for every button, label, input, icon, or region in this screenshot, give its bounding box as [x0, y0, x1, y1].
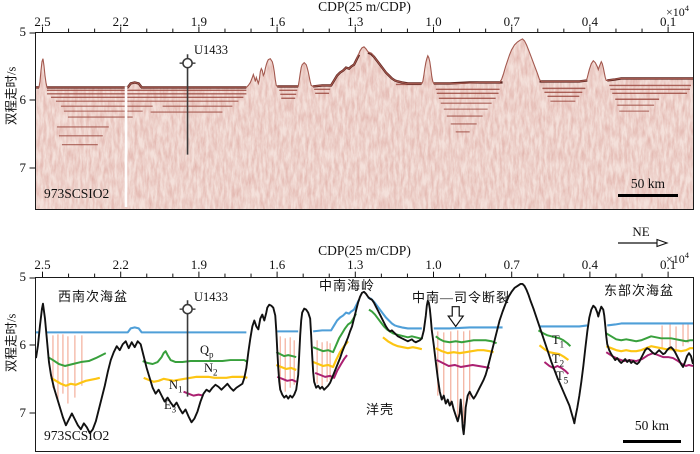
- well-label-top: U1433: [194, 43, 229, 57]
- x-tick-marks-top: [42, 26, 669, 32]
- line-name-label-bottom: 973SCSIO2: [44, 428, 110, 443]
- horizon-t5: [543, 361, 570, 375]
- direction-label: NE: [632, 224, 650, 239]
- interpretation-panel: 西南次海盆 中南海岭 中南—司令断裂 东部次海盆 洋壳 Qp N2 N1 E3 …: [35, 277, 694, 452]
- horizon-t1: [537, 329, 572, 347]
- scale-bar-label-top: 50 km: [630, 176, 666, 191]
- horizon-t5: [314, 354, 348, 379]
- y-tick-marks-bottom: [29, 277, 35, 414]
- x-tick-label: 2.2: [112, 14, 129, 29]
- label-southwest-subbasin: 西南次海盆: [58, 289, 129, 304]
- seafloor-line: [607, 322, 693, 327]
- y-axis-label-bottom: 双程走时/s: [4, 313, 19, 372]
- y-tick-label: 5: [19, 24, 27, 39]
- data-gap-stripe: [124, 86, 128, 208]
- well-symbol-icon: [182, 303, 193, 315]
- line-name-label-top: 973SCSIO2: [44, 186, 110, 201]
- x-tick-label: 1.3: [347, 14, 364, 29]
- horizon-t5: [436, 359, 490, 369]
- x-tick-label: 0.1: [659, 257, 677, 272]
- horizon-t1: [605, 332, 693, 343]
- scale-bar-label-bottom: 50 km: [634, 418, 670, 433]
- x-tick-label: 0.4: [581, 14, 599, 29]
- label-t5: T5: [556, 369, 569, 386]
- x-tick-label: 0.7: [503, 14, 520, 29]
- y-tick-label: 7: [19, 405, 27, 420]
- horizon-t2: [50, 376, 101, 387]
- x-tick-label: 1.0: [425, 257, 442, 272]
- horizon-t1: [275, 351, 297, 359]
- horizon-t1: [435, 335, 497, 345]
- y-tick-marks-top: [29, 32, 35, 169]
- relief-outline: [36, 38, 693, 88]
- horizon-t2: [143, 375, 248, 383]
- x-tick-label: 2.2: [112, 257, 129, 272]
- x-axis-title-bottom: CDP(25 m/CDP): [318, 243, 411, 258]
- x-tick-label: 1.6: [268, 14, 286, 29]
- horizon-t2: [435, 347, 494, 355]
- x-tick-label: 1.9: [190, 257, 208, 272]
- horizon-t2: [382, 336, 423, 351]
- label-qp: Qp: [200, 343, 214, 360]
- axis-multiplier-bottom: ×104: [666, 250, 690, 266]
- fault-pointer-arrow-icon: [447, 306, 465, 328]
- label-n1: N1: [169, 378, 183, 395]
- y-tick-label: 7: [19, 160, 27, 175]
- horizon-t1: [312, 313, 357, 354]
- x-tick-label: 0.4: [581, 257, 599, 272]
- x-tick-label: 1.6: [268, 257, 286, 272]
- horizon-t1: [368, 308, 423, 340]
- seismic-noise-texture: [36, 38, 693, 209]
- basement-line: [36, 282, 693, 436]
- y-axis-label-top: 双程走时/s: [4, 66, 19, 125]
- x-tick-label: 1.3: [347, 257, 364, 272]
- x-tick-label: 2.5: [34, 257, 51, 272]
- horizon-t2: [275, 363, 297, 371]
- ne-arrow-icon: [618, 238, 669, 248]
- horizon-t5: [276, 375, 297, 383]
- scale-bar-top: [618, 194, 678, 197]
- seafloor-line: [539, 324, 588, 328]
- horizon-t1: [142, 350, 248, 365]
- scale-bar-bottom: [623, 440, 681, 443]
- y-tick-label: 6: [19, 92, 27, 107]
- y-tick-label: 5: [19, 269, 27, 284]
- x-tick-label: 2.5: [34, 14, 51, 29]
- axis-multiplier-top: ×104: [666, 3, 690, 19]
- label-t1: T1: [552, 333, 565, 350]
- label-n2: N2: [204, 361, 218, 378]
- x-tick-marks-bottom: [42, 271, 669, 277]
- horizon-t2: [538, 344, 570, 361]
- x-tick-label: 0.1: [659, 14, 677, 29]
- x-tick-label: 1.0: [425, 14, 442, 29]
- label-e3: E3: [164, 398, 177, 415]
- seafloor-line: [433, 326, 503, 330]
- well-symbol-icon: [182, 57, 193, 69]
- interpretation-svg: [36, 282, 693, 436]
- label-zhongnan-ridge: 中南海岭: [319, 278, 376, 293]
- y-tick-label: 6: [19, 337, 27, 352]
- seismic-section-svg: [36, 38, 693, 209]
- label-zhongnan-siling-fault: 中南—司令断裂: [412, 290, 511, 305]
- label-eastern-subbasin: 东部次海盆: [604, 283, 675, 298]
- horizon-t2: [605, 345, 693, 353]
- label-t2: T2: [552, 352, 565, 369]
- x-axis-title-top: CDP(25 m/CDP): [318, 0, 411, 14]
- seafloor-line: [313, 299, 360, 333]
- horizon-t1: [47, 352, 107, 367]
- x-tick-label: 0.7: [503, 257, 520, 272]
- seafloor-line: [46, 326, 247, 334]
- well-label-bottom: U1433: [194, 290, 229, 304]
- x-tick-label: 1.9: [190, 14, 208, 29]
- horizon-t5: [183, 390, 204, 397]
- seismic-panel: 973SCSIO2 50 km U1433: [35, 32, 694, 210]
- label-oceanic-crust: 洋壳: [366, 402, 395, 417]
- seafloor-reflector-dark: [46, 81, 247, 89]
